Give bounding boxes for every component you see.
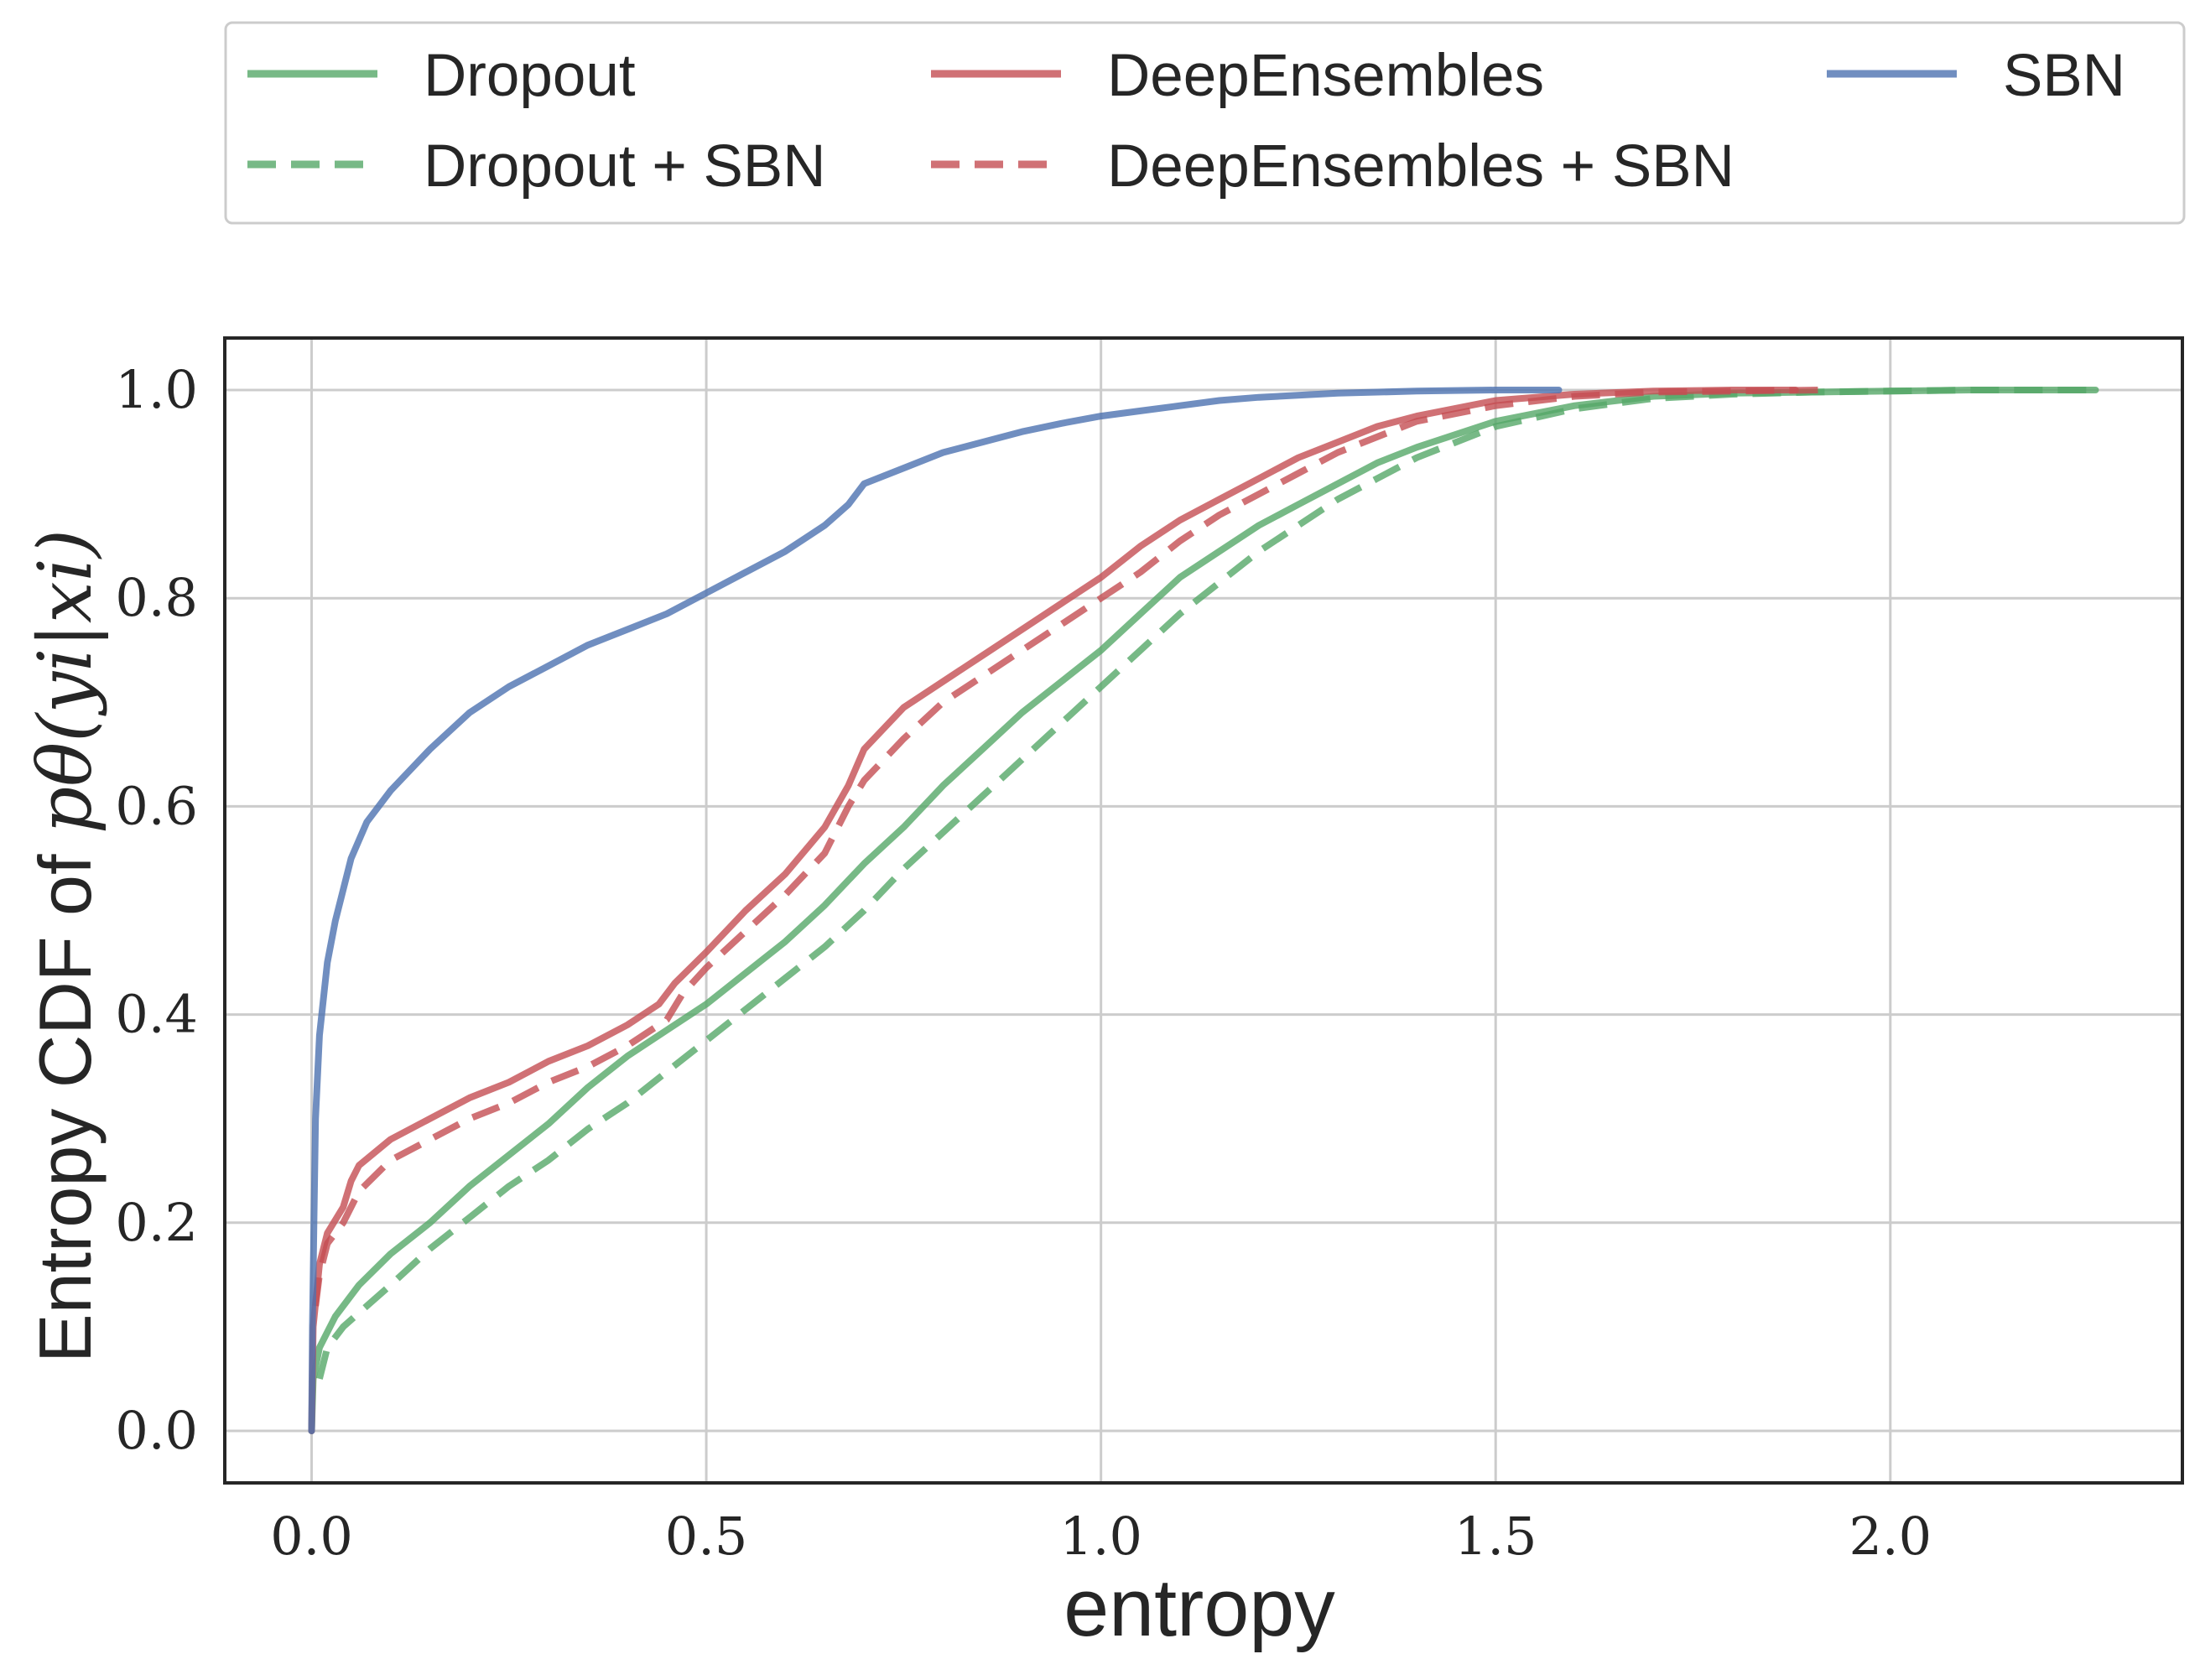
y-axis-label-text: Entropy CDF of [23, 834, 107, 1363]
legend-label-deepensembles: DeepEnsembles [1107, 43, 1544, 109]
x-tick-label: 1.0 [1059, 1506, 1142, 1567]
y-tick-label: 0.0 [115, 1400, 198, 1461]
series-line-dropout-sbn [316, 387, 2096, 1380]
y-tick-label: 0.2 [115, 1192, 198, 1253]
y-tick-labels: 0.0 0.2 0.4 0.6 0.8 1.0 [115, 359, 198, 1461]
x-tick-label: 0.0 [270, 1506, 353, 1567]
grid [225, 338, 2182, 1483]
x-tick-label: 1.5 [1454, 1506, 1537, 1567]
series-layer [308, 387, 2099, 1434]
legend-items: Dropout DeepEnsembles SBN Dropout + SBN Deep… [247, 43, 2125, 200]
series-line-deepensembles [308, 387, 1799, 1434]
legend-label-sbn: SBN [2003, 43, 2125, 109]
x-tick-label: 2.0 [1849, 1506, 1932, 1567]
y-tick-label: 0.6 [115, 775, 198, 836]
legend-label-dropout-sbn: Dropout + SBN [424, 133, 826, 200]
y-tick-label: 0.8 [115, 567, 198, 628]
series-line-sbn [308, 387, 1563, 1434]
series-line-deepensembles-sbn [312, 387, 1820, 1307]
plot-area: 0.0 0.5 1.0 1.5 2.0 0.0 0.2 0.4 0.6 0.8 1.0 [115, 336, 2184, 1567]
legend-label-deepensembles-sbn: DeepEnsembles + SBN [1107, 133, 1735, 200]
svg-text:Entropy CDF of pθ(yi|xi): Entropy CDF of pθ(yi|xi) [22, 529, 108, 1363]
plot-frame [223, 336, 2184, 1485]
y-tick-label: 1.0 [115, 359, 198, 420]
legend-frame [224, 21, 2186, 225]
legend-label-dropout: Dropout [424, 43, 636, 109]
y-axis-label-math: pθ(yi|xi) [22, 529, 108, 834]
x-tick-labels: 0.0 0.5 1.0 1.5 2.0 [270, 1506, 1932, 1567]
x-tick-label: 0.5 [665, 1506, 748, 1567]
y-tick-label: 0.4 [115, 984, 198, 1045]
legend: Dropout DeepEnsembles SBN Dropout + SBN Deep… [224, 21, 2186, 225]
series-line-dropout [308, 387, 2099, 1434]
x-axis-label: entropy [1064, 1562, 1335, 1653]
y-axis-label: Entropy CDF of pθ(yi|xi) [22, 529, 108, 1363]
